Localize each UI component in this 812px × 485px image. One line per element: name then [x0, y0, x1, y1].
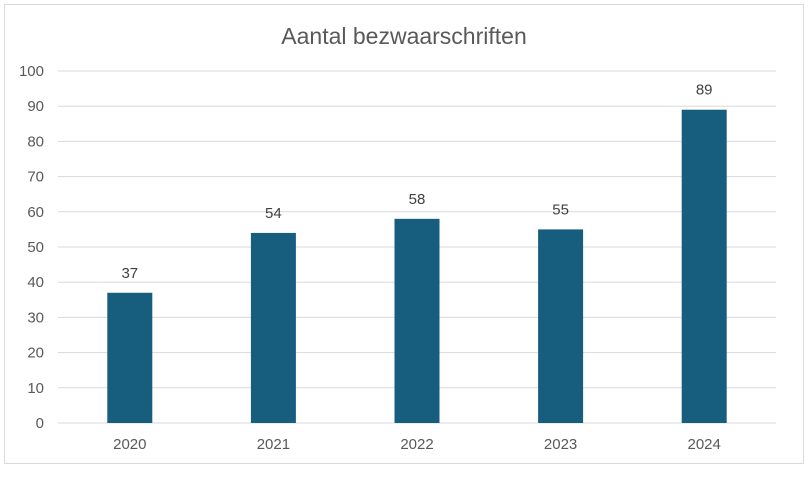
- bar: [538, 229, 584, 423]
- data-label: 89: [696, 82, 713, 99]
- x-tick-label: 2022: [400, 436, 433, 453]
- data-label: 37: [121, 265, 138, 282]
- x-tick-label: 2024: [688, 436, 721, 453]
- y-tick-label: 90: [27, 98, 44, 115]
- x-tick-label: 2023: [544, 436, 577, 453]
- x-tick-label: 2021: [257, 436, 290, 453]
- bar: [250, 232, 296, 423]
- y-tick-label: 30: [27, 309, 44, 326]
- y-tick-label: 80: [27, 133, 44, 150]
- y-tick-label: 10: [27, 380, 44, 397]
- data-label: 58: [409, 191, 426, 208]
- bar: [681, 109, 727, 423]
- y-tick-label: 60: [27, 204, 44, 221]
- chart-title: Aantal bezwaarschriften: [281, 23, 527, 49]
- y-tick-label: 0: [36, 415, 44, 432]
- y-tick-label: 20: [27, 345, 44, 362]
- y-tick-label: 100: [19, 63, 44, 80]
- bar: [394, 218, 440, 423]
- x-tick-label: 2020: [113, 436, 146, 453]
- y-tick-label: 40: [27, 274, 44, 291]
- bar: [107, 292, 153, 423]
- data-label: 55: [552, 201, 569, 218]
- y-tick-label: 50: [27, 239, 44, 256]
- data-label: 54: [265, 205, 282, 222]
- y-tick-label: 70: [27, 169, 44, 186]
